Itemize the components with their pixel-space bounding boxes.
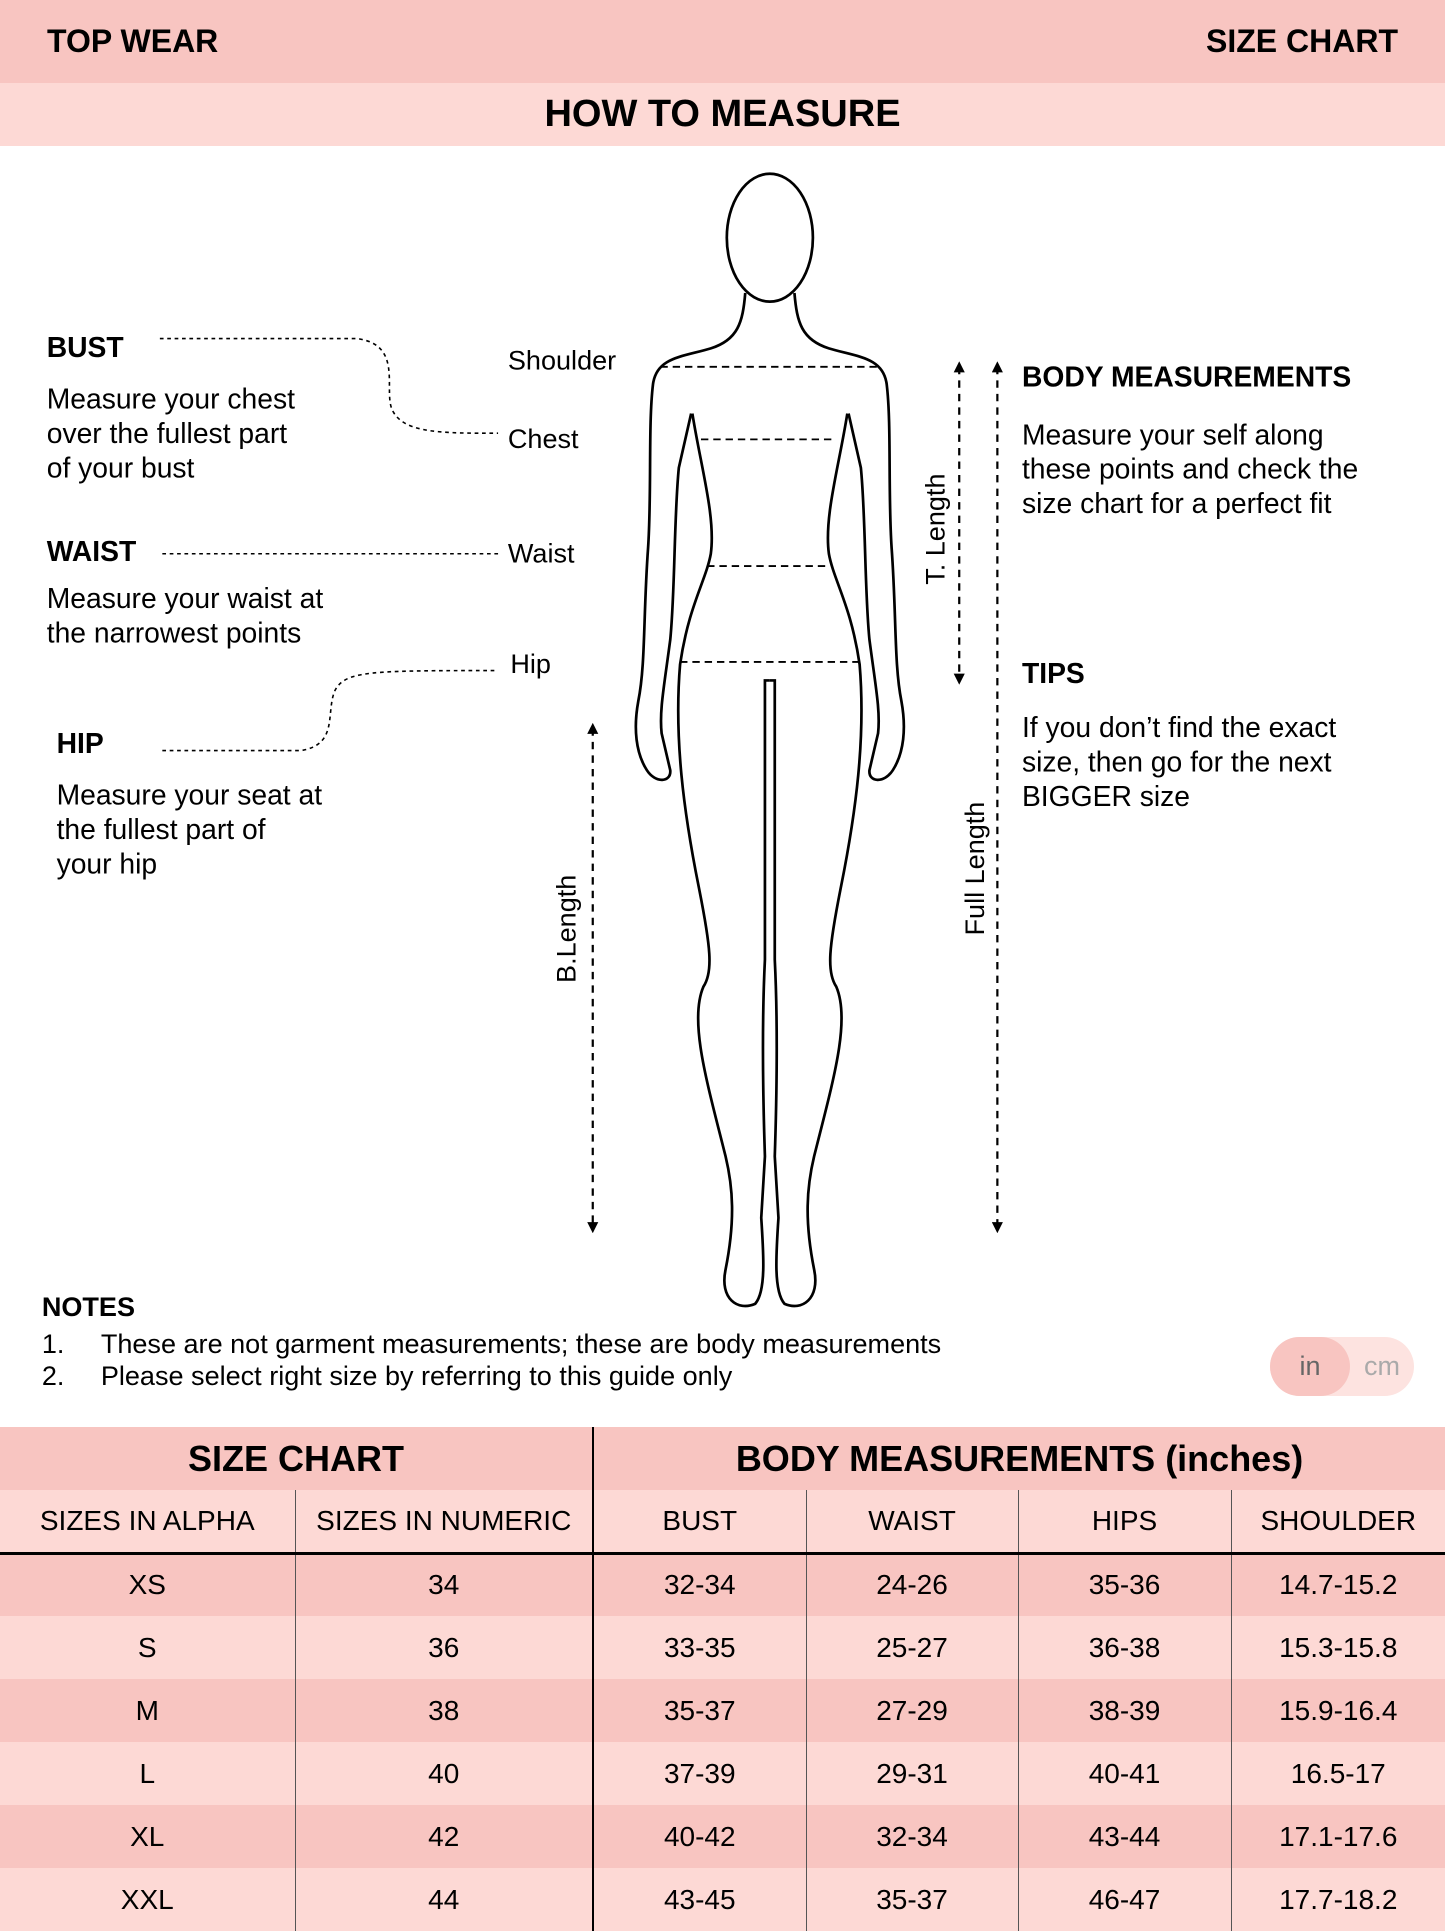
table-row: M 38 35-37 27-29 38-39 15.9-16.4 bbox=[0, 1679, 1445, 1742]
hip-heading: HIP bbox=[57, 727, 104, 759]
hip-desc: your hip bbox=[57, 847, 158, 879]
top-bar: TOP WEAR SIZE CHART bbox=[0, 0, 1445, 83]
body-measurements-heading: BODY MEASUREMENTS bbox=[1022, 361, 1351, 393]
table-cell: 27-29 bbox=[805, 1679, 1018, 1742]
table-cell: M bbox=[0, 1679, 295, 1742]
unit-toggle[interactable]: in cm bbox=[1270, 1337, 1414, 1396]
column-header: HIPS bbox=[1017, 1490, 1231, 1555]
table-cell: 36-38 bbox=[1017, 1616, 1231, 1679]
column-header: WAIST bbox=[805, 1490, 1018, 1555]
waist-desc: Measure your waist at bbox=[47, 582, 324, 614]
table-cell: 38 bbox=[294, 1679, 593, 1742]
table-cell: 36 bbox=[294, 1616, 593, 1679]
table-cell: 40-42 bbox=[592, 1805, 806, 1868]
tips-desc: If you don’t find the exact bbox=[1022, 711, 1336, 743]
unit-option-in[interactable]: in bbox=[1270, 1337, 1350, 1396]
body-silhouette bbox=[634, 172, 906, 1308]
table-cell: 32-34 bbox=[592, 1553, 806, 1616]
table-cell: 38-39 bbox=[1017, 1679, 1231, 1742]
table-cell: 35-37 bbox=[805, 1868, 1018, 1931]
table-cell: XXL bbox=[0, 1868, 295, 1931]
table-cell: 46-47 bbox=[1017, 1868, 1231, 1931]
table-cell: XS bbox=[0, 1553, 295, 1616]
section-title: HOW TO MEASURE bbox=[0, 83, 1445, 146]
table-cell: 33-35 bbox=[592, 1616, 806, 1679]
column-header: SIZES IN ALPHA bbox=[0, 1490, 295, 1555]
bust-connector bbox=[159, 337, 499, 435]
table-cell: 43-45 bbox=[592, 1868, 806, 1931]
table-cell: 15.9-16.4 bbox=[1230, 1679, 1445, 1742]
shoulder-label: Shoulder bbox=[508, 345, 616, 375]
hip-desc: the fullest part of bbox=[57, 813, 266, 845]
table-cell: 32-34 bbox=[805, 1805, 1018, 1868]
chest-label: Chest bbox=[508, 424, 579, 454]
body-desc: Measure your self along bbox=[1022, 418, 1324, 450]
table-row: L 40 37-39 29-31 40-41 16.5-17 bbox=[0, 1742, 1445, 1805]
hip-desc: Measure your seat at bbox=[57, 779, 323, 811]
full-length-label: Full Length bbox=[960, 802, 990, 936]
bust-desc: of your bust bbox=[47, 452, 195, 484]
note-number: 1. bbox=[42, 1329, 65, 1359]
group-header-body-measurements: BODY MEASUREMENTS (inches) bbox=[591, 1427, 1445, 1490]
table-cell: 35-37 bbox=[592, 1679, 806, 1742]
note-text: Please select right size by referring to… bbox=[101, 1361, 733, 1391]
table-cell: XL bbox=[0, 1805, 295, 1868]
table-cell: 35-36 bbox=[1017, 1553, 1231, 1616]
body-desc: size chart for a perfect fit bbox=[1022, 487, 1332, 519]
group-header-size-chart: SIZE CHART bbox=[0, 1427, 593, 1490]
category-title: TOP WEAR bbox=[47, 23, 219, 59]
bust-desc: over the fullest part bbox=[47, 417, 288, 449]
tips-desc: BIGGER size bbox=[1022, 780, 1190, 812]
table-cell: L bbox=[0, 1742, 295, 1805]
table-cell: 16.5-17 bbox=[1230, 1742, 1445, 1805]
table-cell: 37-39 bbox=[592, 1742, 806, 1805]
column-header: SIZES IN NUMERIC bbox=[294, 1490, 593, 1555]
tips-heading: TIPS bbox=[1022, 657, 1085, 689]
table-cell: 40 bbox=[294, 1742, 593, 1805]
size-chart-table: SIZE CHART BODY MEASUREMENTS (inches) SI… bbox=[0, 1427, 1445, 1931]
table-row: XS 34 32-34 24-26 35-36 14.7-15.2 bbox=[0, 1553, 1445, 1616]
table-cell: 42 bbox=[294, 1805, 593, 1868]
t-length-label: T. Length bbox=[920, 474, 950, 585]
table-cell: 14.7-15.2 bbox=[1230, 1553, 1445, 1616]
hip-label: Hip bbox=[510, 649, 551, 679]
waist-desc: the narrowest points bbox=[47, 616, 302, 648]
note-text: These are not garment measurements; thes… bbox=[101, 1329, 941, 1359]
table-cell: 25-27 bbox=[805, 1616, 1018, 1679]
b-length-label: B.Length bbox=[552, 875, 582, 983]
bust-desc: Measure your chest bbox=[47, 383, 295, 415]
table-cell: S bbox=[0, 1616, 295, 1679]
notes-heading: NOTES bbox=[42, 1292, 135, 1322]
table-cell: 24-26 bbox=[805, 1553, 1018, 1616]
body-desc: these points and check the bbox=[1022, 453, 1358, 485]
unit-option-cm[interactable]: cm bbox=[1364, 1351, 1400, 1381]
table-cell: 29-31 bbox=[805, 1742, 1018, 1805]
table-cell: 15.3-15.8 bbox=[1230, 1616, 1445, 1679]
column-header: SHOULDER bbox=[1230, 1490, 1445, 1555]
table-cell: 17.1-17.6 bbox=[1230, 1805, 1445, 1868]
column-header: BUST bbox=[592, 1490, 806, 1555]
hip-connector bbox=[162, 669, 499, 752]
table-cell: 17.7-18.2 bbox=[1230, 1868, 1445, 1931]
table-row: XXL 44 43-45 35-37 46-47 17.7-18.2 bbox=[0, 1868, 1445, 1931]
table-cell: 44 bbox=[294, 1868, 593, 1931]
bust-heading: BUST bbox=[47, 331, 124, 363]
table-row: XL 42 40-42 32-34 43-44 17.1-17.6 bbox=[0, 1805, 1445, 1868]
table-cell: 43-44 bbox=[1017, 1805, 1231, 1868]
chart-title: SIZE CHART bbox=[1206, 23, 1398, 59]
note-number: 2. bbox=[42, 1361, 65, 1391]
waist-heading: WAIST bbox=[47, 535, 137, 567]
table-cell: 40-41 bbox=[1017, 1742, 1231, 1805]
waist-label: Waist bbox=[508, 538, 575, 568]
tips-desc: size, then go for the next bbox=[1022, 745, 1332, 777]
table-cell: 34 bbox=[294, 1553, 593, 1616]
table-row: S 36 33-35 25-27 36-38 15.3-15.8 bbox=[0, 1616, 1445, 1679]
